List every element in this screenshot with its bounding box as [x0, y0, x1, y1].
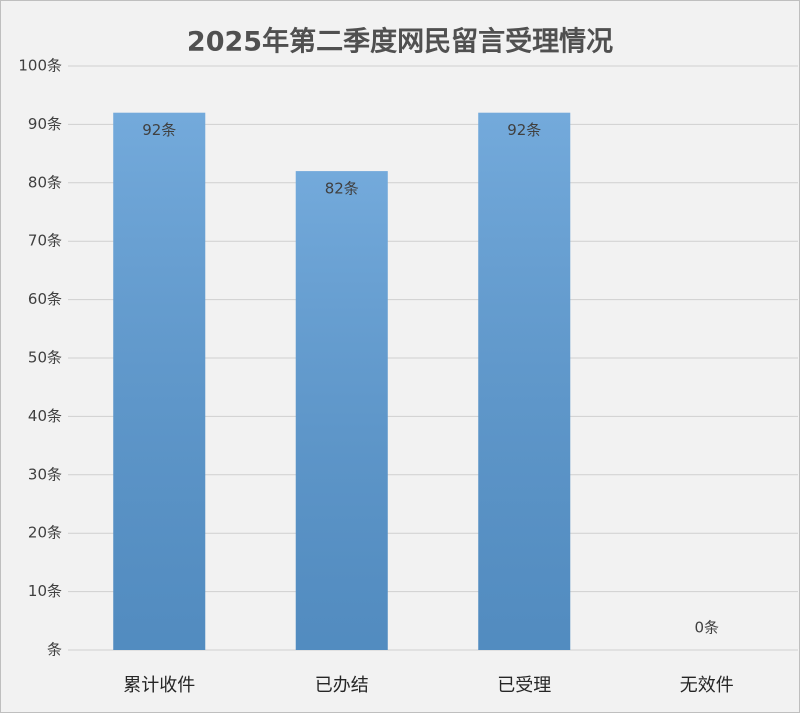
y-tick-label: 100条 [18, 57, 62, 75]
y-tick-label: 条 [47, 641, 62, 659]
value-label: 92条 [507, 121, 541, 139]
chart-title: 2025年第二季度网民留言受理情况 [187, 26, 613, 58]
x-tick-label: 累计收件 [123, 675, 195, 696]
y-tick-label: 20条 [28, 524, 62, 542]
y-tick-label: 60条 [28, 290, 62, 308]
y-tick-label: 70条 [28, 232, 62, 250]
x-tick-label: 已受理 [497, 675, 551, 696]
y-tick-label: 50条 [28, 349, 62, 367]
y-tick-label: 10条 [28, 582, 62, 600]
y-tick-label: 90条 [28, 115, 62, 133]
x-tick-label: 无效件 [680, 675, 734, 696]
bar-shade [295, 171, 388, 650]
bar-shade [478, 112, 571, 651]
value-label: 92条 [142, 121, 176, 139]
value-label: 82条 [325, 180, 359, 198]
value-label: 0条 [694, 619, 719, 637]
bar-shade [113, 112, 206, 651]
y-tick-label: 30条 [28, 465, 62, 483]
x-tick-label: 已办结 [315, 675, 369, 696]
y-tick-label: 80条 [28, 173, 62, 191]
y-tick-label: 40条 [28, 407, 62, 425]
